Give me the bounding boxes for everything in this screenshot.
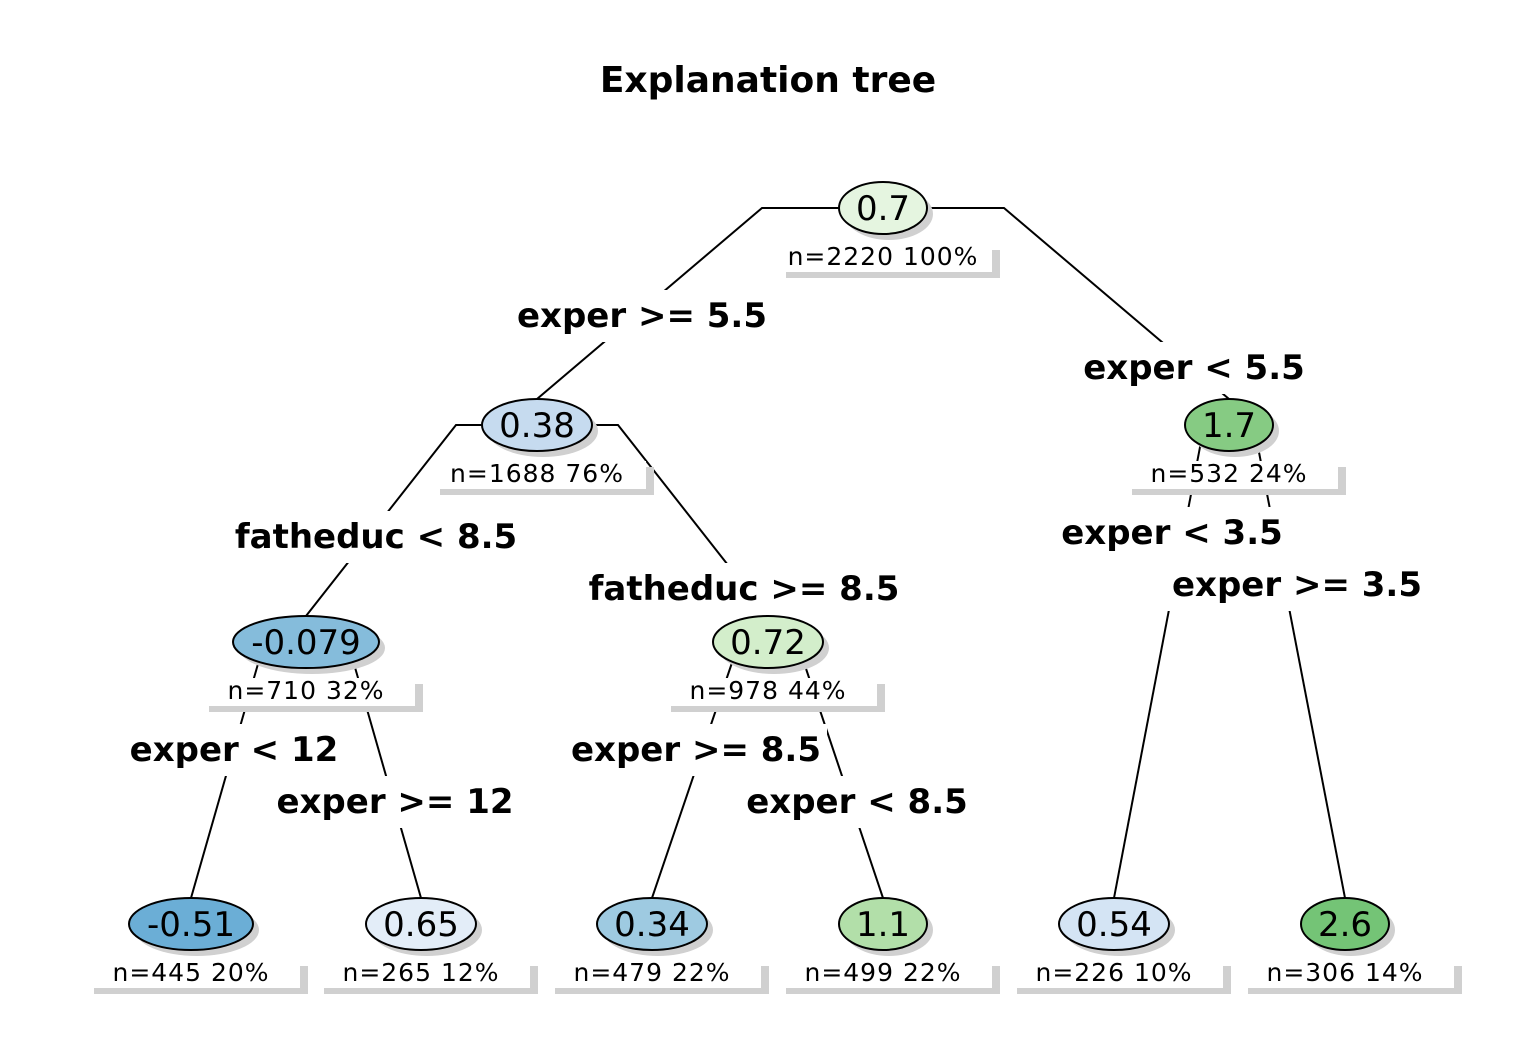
- node-value: 0.54: [1076, 905, 1152, 945]
- info-box: [432, 461, 646, 489]
- split-label-group: exper < 12: [123, 724, 345, 776]
- info-box: [1124, 461, 1338, 489]
- split-label: exper < 8.5: [746, 782, 968, 822]
- tree-node: 2.6: [1300, 897, 1395, 956]
- tree-nodes: 0.7 0.38 1.7 -0.079 0.72 -0.51 0.65 0.34 1.1 0.54…: [128, 181, 1395, 956]
- node-value: -0.51: [147, 905, 235, 945]
- info-box: [547, 960, 761, 988]
- node-value: 2.6: [1318, 905, 1372, 945]
- tree-node: 0.65: [365, 897, 482, 956]
- split-label: exper >= 5.5: [517, 296, 767, 336]
- node-value: 0.7: [856, 189, 910, 229]
- node-ellipse: [128, 897, 254, 951]
- split-label-background: [228, 511, 524, 563]
- split-label: exper >= 8.5: [571, 730, 821, 770]
- split-label: exper >= 12: [276, 782, 513, 822]
- split-label-background: [1165, 559, 1429, 611]
- node-ellipse: [596, 897, 708, 951]
- node-ellipse: [365, 897, 477, 951]
- info-box: [316, 960, 530, 988]
- node-info-label: n=2220 100%: [788, 242, 979, 271]
- node-info-label: n=1688 76%: [450, 459, 624, 488]
- node-info-label: n=499 22%: [804, 958, 961, 987]
- node-ellipse: [1058, 897, 1170, 951]
- tree-node: -0.51: [128, 897, 259, 956]
- split-label-background: [123, 724, 345, 776]
- split-label-group: exper >= 3.5: [1165, 559, 1429, 611]
- split-label-group: fatheduc < 8.5: [228, 511, 524, 563]
- tree-node: -0.079: [232, 615, 385, 674]
- tree-node: 0.34: [596, 897, 713, 956]
- split-label-group: exper >= 12: [270, 776, 520, 828]
- node-info-label: n=978 44%: [689, 676, 846, 705]
- node-info-label: n=479 22%: [573, 958, 730, 987]
- node-value: 0.34: [614, 905, 690, 945]
- split-label: fatheduc < 8.5: [235, 517, 517, 557]
- node-info-boxes: n=2220 100% n=1688 76% n=532 24% n=710 32% n…: [86, 242, 1462, 994]
- split-label: exper < 5.5: [1083, 348, 1305, 388]
- tree-node: 0.38: [481, 398, 598, 457]
- split-label-background: [1055, 507, 1289, 559]
- info-box: [201, 678, 415, 706]
- split-label-background: [564, 724, 828, 776]
- node-info-label: n=306 14%: [1266, 958, 1423, 987]
- split-label-group: exper < 8.5: [740, 776, 974, 828]
- info-box: [1009, 960, 1223, 988]
- tree-node: 0.7: [838, 181, 933, 240]
- tree-edge: [592, 424, 769, 617]
- split-label-background: [270, 776, 520, 828]
- info-box: [663, 678, 877, 706]
- node-value: 1.1: [856, 905, 910, 945]
- node-ellipse: [838, 181, 928, 235]
- node-info-label: n=532 24%: [1150, 459, 1307, 488]
- node-value: -0.079: [251, 623, 361, 663]
- info-box: [778, 244, 992, 272]
- node-ellipse: [481, 398, 593, 452]
- split-labels: exper >= 5.5 exper < 5.5 fatheduc < 8.5 fat…: [123, 290, 1429, 828]
- node-value: 0.65: [383, 905, 459, 945]
- node-value: 0.38: [499, 406, 575, 446]
- node-info-label: n=710 32%: [227, 676, 384, 705]
- node-ellipse: [1300, 897, 1390, 951]
- node-value: 1.7: [1202, 406, 1256, 446]
- node-ellipse: [1184, 398, 1274, 452]
- tree-node: 0.72: [712, 615, 829, 674]
- split-label-group: exper < 5.5: [1077, 342, 1311, 394]
- info-box: [778, 960, 992, 988]
- tree-node: 0.54: [1058, 897, 1175, 956]
- split-label: fatheduc >= 8.5: [589, 569, 900, 609]
- node-ellipse: [232, 615, 380, 669]
- split-label: exper < 12: [130, 730, 339, 770]
- info-box: [86, 960, 300, 988]
- tree-node: 1.7: [1184, 398, 1279, 457]
- node-ellipse: [712, 615, 824, 669]
- split-label-background: [510, 290, 774, 342]
- tree-node: 1.1: [838, 897, 933, 956]
- split-label-group: exper >= 5.5: [510, 290, 774, 342]
- node-value: 0.72: [730, 623, 806, 663]
- split-label-group: exper >= 8.5: [564, 724, 828, 776]
- diagram-title: Explanation tree: [600, 60, 936, 101]
- node-info-label: n=445 20%: [112, 958, 269, 987]
- split-label: exper < 3.5: [1061, 513, 1283, 553]
- split-label-group: exper < 3.5: [1055, 507, 1289, 559]
- split-label: exper >= 3.5: [1172, 565, 1422, 605]
- node-ellipse: [838, 897, 928, 951]
- node-info-label: n=226 10%: [1035, 958, 1192, 987]
- split-label-group: fatheduc >= 8.5: [582, 563, 906, 615]
- split-label-background: [1077, 342, 1311, 394]
- split-label-background: [740, 776, 974, 828]
- node-info-label: n=265 12%: [342, 958, 499, 987]
- split-label-background: [582, 563, 906, 615]
- info-box: [1240, 960, 1454, 988]
- tree-edge: [927, 207, 1230, 400]
